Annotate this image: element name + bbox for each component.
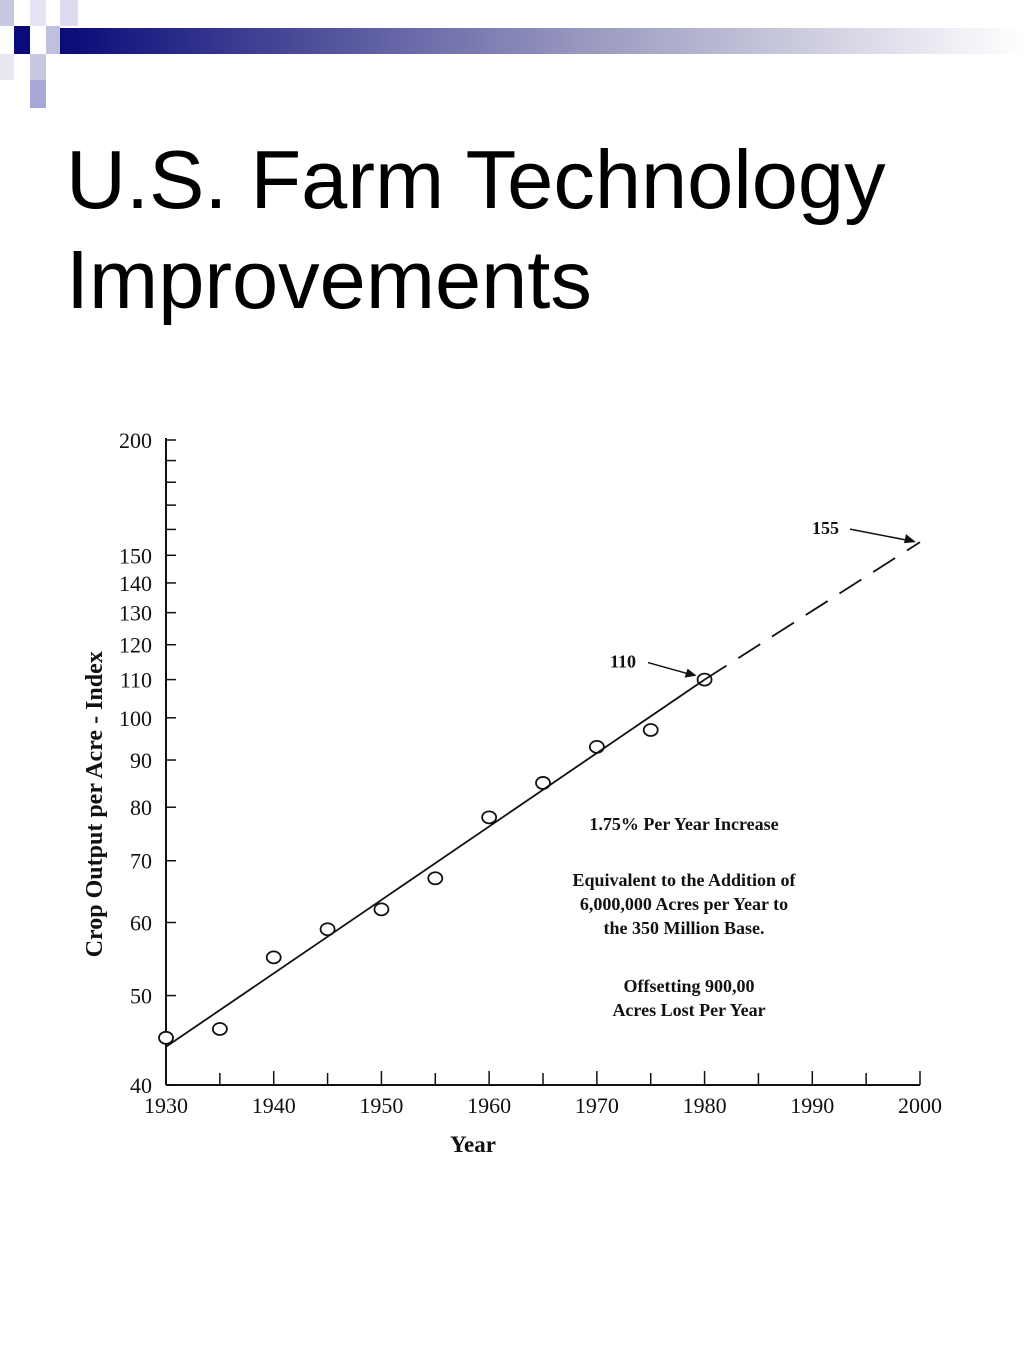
annotation-label: 155	[812, 518, 839, 538]
y-tick-label: 120	[119, 633, 152, 658]
x-tick-label: 1950	[359, 1093, 403, 1118]
x-tick-label: 1990	[790, 1093, 834, 1118]
page-title: U.S. Farm Technology Improvements	[66, 130, 1006, 330]
annotation-text: 1.75% Per Year Increase	[589, 814, 778, 834]
x-tick-label: 1940	[252, 1093, 296, 1118]
y-tick-label: 80	[130, 795, 152, 820]
x-tick-label: 1970	[575, 1093, 619, 1118]
data-point	[265, 950, 282, 965]
page-title-line: U.S. Farm Technology	[66, 133, 886, 226]
annotation-arrowhead	[684, 668, 697, 678]
annotation-text: Acres Lost Per Year	[612, 1000, 765, 1020]
header-square	[14, 26, 30, 54]
header-square	[0, 0, 14, 26]
trend-line	[165, 678, 706, 1048]
data-point	[211, 1022, 228, 1036]
header-square	[30, 0, 46, 26]
header-square	[30, 80, 46, 108]
y-tick-label: 90	[130, 748, 152, 773]
y-tick-label: 70	[130, 849, 152, 874]
x-tick-label: 1960	[467, 1093, 511, 1118]
annotation-arrow	[849, 528, 913, 542]
y-tick-label: 60	[130, 911, 152, 936]
y-axis-label: Crop Output per Acre - Index	[82, 651, 108, 957]
x-tick-label: 1980	[683, 1093, 727, 1118]
x-axis-label: Year	[450, 1132, 496, 1157]
data-point	[588, 739, 605, 754]
header-square	[30, 54, 46, 80]
annotation-label: 110	[610, 652, 636, 672]
data-point	[427, 871, 444, 886]
y-tick-label: 110	[120, 668, 152, 693]
y-tick-label: 150	[119, 543, 152, 568]
y-tick-label: 140	[119, 571, 152, 596]
annotation-text: the 350 Million Base.	[604, 918, 765, 938]
annotation-text: Equivalent to the Addition of	[572, 870, 796, 890]
header-square	[46, 26, 60, 54]
y-tick-label: 130	[119, 601, 152, 626]
data-point	[481, 810, 498, 825]
header-square	[0, 54, 14, 80]
y-tick-label: 100	[119, 706, 152, 731]
x-tick-label: 1930	[144, 1093, 188, 1118]
data-point	[373, 902, 390, 917]
annotation-text: 6,000,000 Acres per Year to	[580, 894, 788, 914]
slide-header-decoration	[0, 0, 1024, 108]
x-tick-label: 2000	[898, 1093, 942, 1118]
y-tick-label: 200	[119, 428, 152, 453]
projection-line	[704, 541, 921, 681]
data-point	[158, 1030, 174, 1045]
y-tick-label: 50	[130, 984, 152, 1009]
annotation-arrowhead	[904, 534, 916, 544]
header-gradient-band	[60, 28, 1024, 54]
data-point	[319, 922, 336, 937]
annotation-text: Offsetting 900,00	[624, 976, 755, 996]
header-square	[60, 0, 78, 26]
data-point	[642, 723, 659, 737]
page-title-line: Improvements	[66, 233, 592, 326]
y-tick-label: 40	[130, 1073, 152, 1098]
